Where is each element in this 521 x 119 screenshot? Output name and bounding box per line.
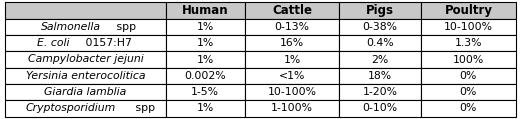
Bar xyxy=(340,51,421,68)
Text: 1%: 1% xyxy=(196,103,214,113)
Bar xyxy=(166,35,245,51)
Bar xyxy=(166,2,245,19)
Bar xyxy=(421,100,516,117)
Bar xyxy=(421,84,516,100)
Text: Cryptosporidium: Cryptosporidium xyxy=(26,103,116,113)
Bar xyxy=(5,68,166,84)
Text: 0%: 0% xyxy=(460,71,477,81)
Text: 10-100%: 10-100% xyxy=(268,87,317,97)
Bar xyxy=(421,2,516,19)
Text: 1%: 1% xyxy=(196,38,214,48)
Text: 1.3%: 1.3% xyxy=(455,38,482,48)
Bar xyxy=(166,51,245,68)
Text: <1%: <1% xyxy=(279,71,305,81)
Bar xyxy=(245,19,340,35)
Text: 2%: 2% xyxy=(371,55,389,64)
Bar xyxy=(245,51,340,68)
Bar xyxy=(340,2,421,19)
Text: 1%: 1% xyxy=(196,55,214,64)
Text: 0157:H7: 0157:H7 xyxy=(81,38,131,48)
Text: 100%: 100% xyxy=(453,55,484,64)
Text: Pigs: Pigs xyxy=(366,4,394,17)
Text: 1%: 1% xyxy=(196,22,214,32)
Bar xyxy=(166,19,245,35)
Text: 0%: 0% xyxy=(460,103,477,113)
Bar xyxy=(166,100,245,117)
Bar xyxy=(5,84,166,100)
Text: 0-10%: 0-10% xyxy=(363,103,398,113)
Text: 0.4%: 0.4% xyxy=(366,38,394,48)
Text: 0-38%: 0-38% xyxy=(363,22,398,32)
Bar xyxy=(166,68,245,84)
Bar xyxy=(5,19,166,35)
Bar xyxy=(421,68,516,84)
Text: 0.002%: 0.002% xyxy=(184,71,226,81)
Text: 0-13%: 0-13% xyxy=(275,22,309,32)
Text: Giardia lamblia: Giardia lamblia xyxy=(44,87,127,97)
Bar xyxy=(421,51,516,68)
Text: 16%: 16% xyxy=(280,38,304,48)
Text: 1%: 1% xyxy=(283,55,301,64)
Bar xyxy=(5,51,166,68)
Text: 1-5%: 1-5% xyxy=(191,87,219,97)
Text: Campylobacter jejuni: Campylobacter jejuni xyxy=(28,55,143,64)
Bar xyxy=(245,2,340,19)
Text: 1-100%: 1-100% xyxy=(271,103,313,113)
Bar xyxy=(340,68,421,84)
Bar xyxy=(340,19,421,35)
Text: Human: Human xyxy=(182,4,229,17)
Bar xyxy=(340,84,421,100)
Bar xyxy=(5,100,166,117)
Bar xyxy=(245,84,340,100)
Text: 1-20%: 1-20% xyxy=(363,87,398,97)
Bar xyxy=(166,84,245,100)
Text: 18%: 18% xyxy=(368,71,392,81)
Text: Yersinia enterocolitica: Yersinia enterocolitica xyxy=(26,71,145,81)
Text: 10-100%: 10-100% xyxy=(444,22,493,32)
Bar xyxy=(245,100,340,117)
Bar xyxy=(421,19,516,35)
Text: Salmonella: Salmonella xyxy=(41,22,101,32)
Bar xyxy=(421,35,516,51)
Bar xyxy=(340,35,421,51)
Bar xyxy=(5,2,166,19)
Text: spp: spp xyxy=(113,22,136,32)
Text: E. coli: E. coli xyxy=(37,38,70,48)
Text: Poultry: Poultry xyxy=(444,4,492,17)
Bar xyxy=(340,100,421,117)
Text: Cattle: Cattle xyxy=(272,4,312,17)
Bar xyxy=(245,68,340,84)
Bar xyxy=(245,35,340,51)
Text: 0%: 0% xyxy=(460,87,477,97)
Text: spp: spp xyxy=(132,103,155,113)
Bar xyxy=(5,35,166,51)
